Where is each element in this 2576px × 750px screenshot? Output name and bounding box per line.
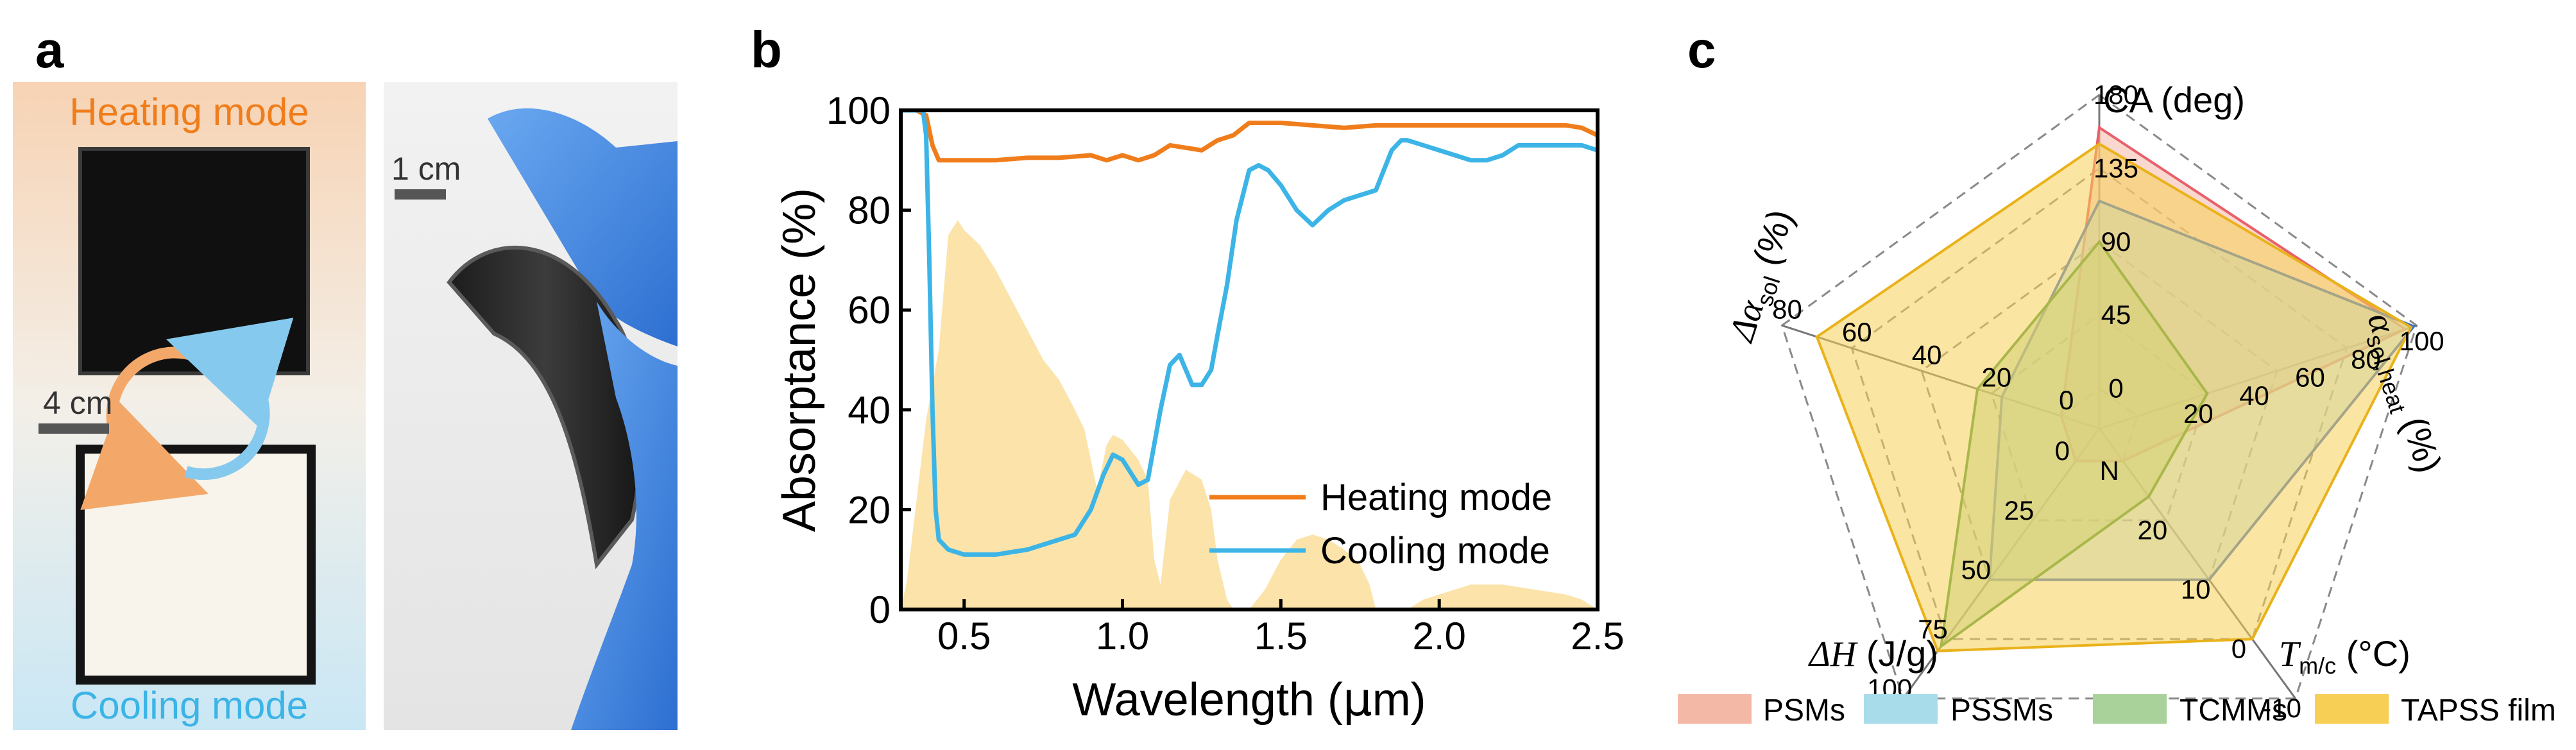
panel-c-letter: c [1687,21,1716,78]
panel-c: c 0459013518020406080100N20100-100255075… [1678,21,2556,728]
x-axis-title-suffix: m) [1372,674,1426,726]
heating-mode-sample [78,147,310,375]
legend-b: Heating mode Cooling mode [1209,477,1552,572]
glove-lower [571,302,678,730]
legend-label-tapss: TAPSS film [2401,694,2556,728]
cooling-mode-label: Cooling mode [71,684,308,727]
radar-tick-label: 135 [2094,153,2138,183]
legend-swatch-psms [1678,694,1752,724]
radar-tick-label: 60 [2295,362,2325,393]
radar-tick-label: 20 [2138,515,2168,545]
radar-series-layer [1815,125,2416,652]
t-mc-subscript: m/c [2299,652,2336,679]
y-tick-label: 40 [848,389,891,432]
radar-tick-label: 25 [2004,495,2034,525]
radar-tick-label: 40 [2239,380,2269,411]
panel-b: b 0.5 1.0 1.5 2.0 2.5 0 20 40 60 80 100 Wavelengt… [751,21,1625,726]
panel-a-letter: a [35,21,64,78]
radar-tick-label: 180 [2094,80,2138,110]
y-tick-label: 0 [869,588,891,631]
t-mc-unit: (°C) [2336,633,2410,674]
scale-bar-4cm-label: 4 cm [43,385,112,421]
legend-swatch-pssms [1864,694,1938,724]
radar-tick-label: 0 [2055,436,2070,466]
legend-label-pssms: PSSMs [1950,694,2053,728]
plot-frame [899,108,1599,611]
x-tick-label: 1.0 [1096,615,1149,658]
radar-tick-label: 100 [2400,326,2444,356]
heating-mode-line [901,110,1598,163]
radar-tick-label: 0 [2231,633,2246,663]
legend-label-cooling: Cooling mode [1320,530,1550,572]
radar-tick-label: 90 [2101,226,2131,257]
radar-axis-label-t-mc: Tm/c (°C) [2279,633,2410,679]
radar-tick-label: 80 [2351,344,2381,374]
radar-axis-label-delta-h: ΔH (J/g) [1808,633,1938,674]
radar-tick-label: 45 [2101,300,2131,330]
x-tick-label: 2.5 [1571,615,1624,658]
radar-tick-label: 75 [1918,614,1948,644]
radar-tick-label: 40 [1912,339,1942,370]
x-tick-label: 0.5 [937,615,991,658]
cooling-mode-sample [76,445,316,685]
radar-tick-label: 60 [1842,317,1872,347]
solar-spectrum-area [901,220,1598,609]
delta-h-unit: (J/g) [1856,633,1938,674]
panel-a: a Heating mode Cooling mode 4 cm 1 cm [13,21,678,730]
scale-bar-1cm [395,189,446,200]
legend-swatch-tcmms [2093,694,2167,724]
legend-label-heating: Heating mode [1320,477,1552,518]
delta-alpha-unit: (%) [1742,205,1801,280]
y-tick-label: 100 [826,89,891,132]
legend-label-psms: PSMs [1763,694,1845,728]
x-axis-title-prefix: Wavelength ( [1072,674,1343,726]
x-axis-title: Wavelength (μm) [1072,672,1426,726]
radar-grid-ring [1780,94,2418,700]
y-tick-label: 20 [848,488,891,531]
y-tick-label: 80 [848,189,891,232]
radar-tick-label: 10 [2181,574,2211,604]
panel-b-letter: b [751,21,782,78]
radar-tick-labels: 0459013518020406080100N20100-10025507510… [1772,80,2444,723]
absorptance-series-layer [901,110,1598,557]
legend-swatch-tapss [2315,694,2389,724]
legend-c: PSMs PSSMs TCMMs TAPSS film [1678,694,2556,728]
x-axis: 0.5 1.0 1.5 2.0 2.5 [937,599,1625,658]
radar-area-tapss-film [1815,142,2413,652]
radar-tick-label: 20 [2183,398,2213,429]
radar-tick-label: 0 [2059,385,2074,415]
radar-tick-label: 50 [1961,554,1991,584]
x-tick-label: 2.0 [1412,615,1465,658]
solar-spectrum-layer [901,220,1598,609]
x-axis-title-mu: μ [1343,672,1372,726]
heating-mode-label: Heating mode [69,90,309,133]
delta-h-symbol: ΔH [1808,635,1858,674]
radar-tick-label: 80 [1772,294,1802,325]
y-axis: 0 20 40 60 80 100 [826,89,911,631]
alpha-heat-unit: (%) [2391,402,2450,477]
radar-tick-label: -10 [2262,693,2301,723]
scale-bar-1cm-label: 1 cm [391,151,461,187]
radar-tick-label: 0 [2108,373,2123,404]
t-mc-symbol: T [2279,635,2301,674]
glove-upper [488,108,678,347]
x-tick-label: 1.5 [1254,615,1308,658]
radar-axis-label-delta-alpha: Δαsol (%) [1720,205,1805,348]
cooling-mode-line [901,110,1598,557]
switch-to-cooling-arrow [166,318,294,481]
y-tick-label: 60 [848,289,891,332]
y-axis-title: Absorptance (%) [774,188,825,532]
radar-tick-label: 20 [1982,362,2012,393]
scale-bar-4cm [38,423,109,434]
radar-axis-label-ca: CA (deg) [2103,80,2245,120]
radar-tick-label: N [2099,456,2119,486]
legend-label-tcmms: TCMMs [2179,694,2287,728]
